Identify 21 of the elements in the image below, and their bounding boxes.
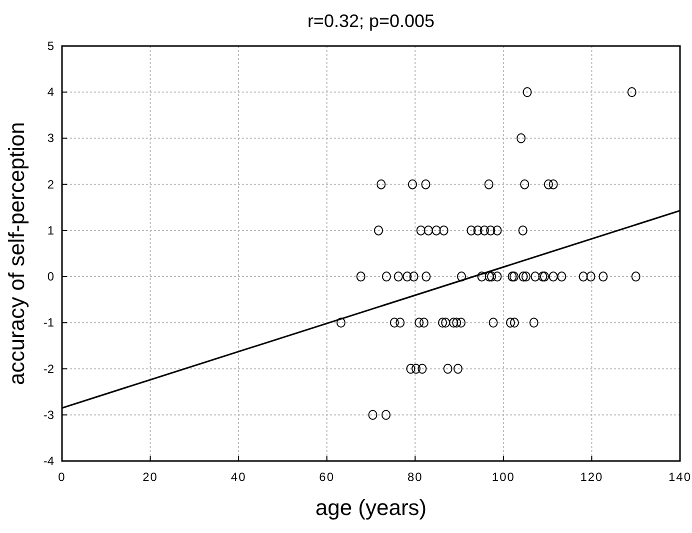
x-tick-label: 140 (668, 470, 692, 484)
y-tick-label: 4 (47, 85, 54, 100)
y-tick-label: 2 (47, 177, 54, 192)
y-tick-label: -3 (43, 408, 54, 422)
x-tick-label: 20 (142, 470, 158, 484)
x-axis-title: age (years) (315, 495, 427, 520)
x-tick-label: 60 (319, 470, 335, 484)
y-tick-label: -1 (43, 316, 54, 330)
chart-title: r=0.32; p=0.005 (307, 11, 435, 31)
y-axis-title: accuracy of self-perception (4, 122, 29, 385)
y-tick-label: -4 (43, 454, 54, 468)
y-tick-label: -2 (43, 362, 54, 376)
x-tick-label: 120 (580, 470, 604, 484)
x-tick-label: 80 (407, 470, 423, 484)
y-tick-label: 5 (47, 39, 54, 53)
y-tick-label: 3 (47, 131, 54, 146)
x-tick-label: 40 (230, 470, 246, 484)
x-tick-label: 0 (58, 470, 66, 484)
y-tick-label: 0 (47, 270, 54, 284)
y-tick-label: 1 (47, 223, 54, 238)
x-tick-label: 100 (492, 470, 515, 484)
